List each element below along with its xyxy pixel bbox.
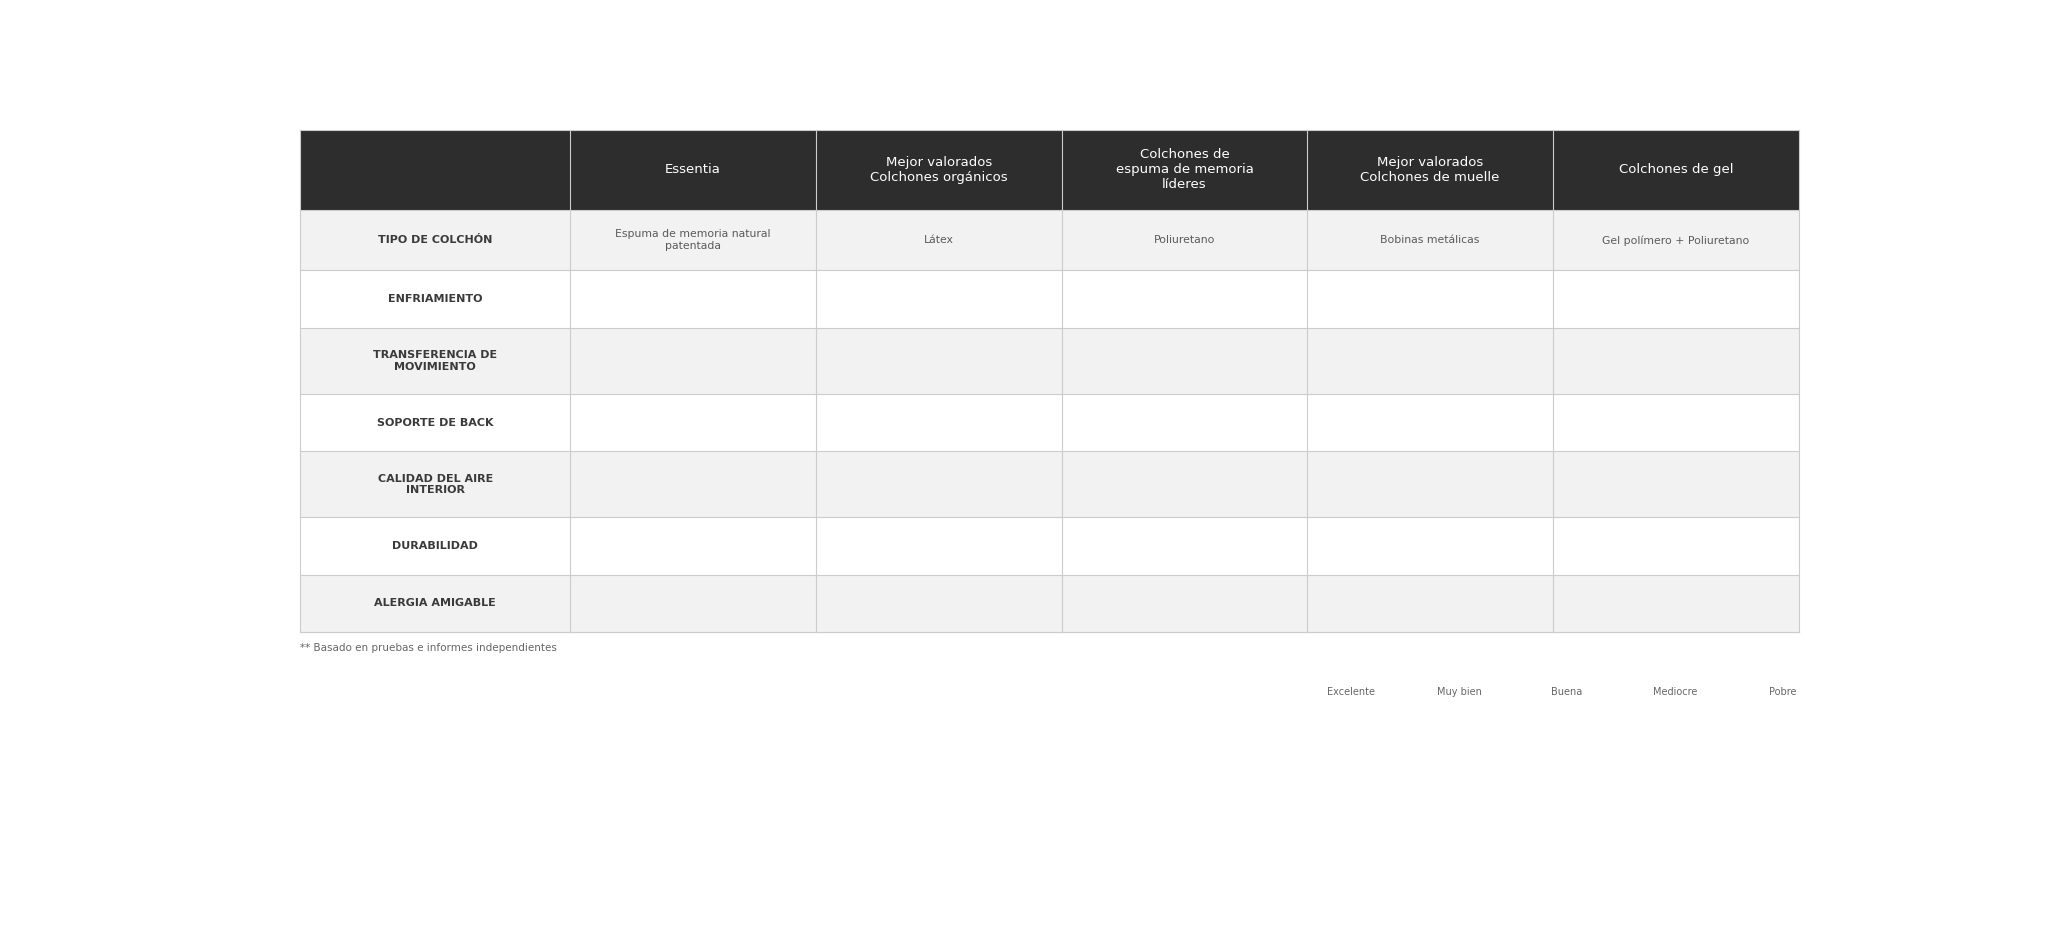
Text: DURABILIDAD: DURABILIDAD	[393, 541, 479, 551]
Text: TRANSFERENCIA DE
MOVIMIENTO: TRANSFERENCIA DE MOVIMIENTO	[373, 350, 498, 372]
Text: Mejor valorados
Colchones de muelle: Mejor valorados Colchones de muelle	[1360, 156, 1499, 184]
Bar	[301, 517, 1798, 575]
Text: Mediocre: Mediocre	[1653, 688, 1698, 697]
Text: ENFRIAMIENTO: ENFRIAMIENTO	[387, 295, 483, 304]
Bar	[301, 575, 1798, 632]
Text: Colchones de gel: Colchones de gel	[1618, 163, 1733, 176]
Bar	[301, 394, 1798, 451]
Text: CALIDAD DEL AIRE
INTERIOR: CALIDAD DEL AIRE INTERIOR	[377, 473, 494, 495]
Text: Espuma de memoria natural
patentada: Espuma de memoria natural patentada	[614, 229, 770, 251]
Text: Colchones de
espuma de memoria
líderes: Colchones de espuma de memoria líderes	[1116, 148, 1253, 191]
Text: ** Basado en pruebas e informes independientes: ** Basado en pruebas e informes independ…	[301, 643, 557, 653]
Text: Poliuretano: Poliuretano	[1153, 235, 1214, 245]
Text: Excelente: Excelente	[1327, 688, 1374, 697]
Bar	[301, 270, 1798, 328]
Text: Bobinas metálicas: Bobinas metálicas	[1380, 235, 1481, 245]
Text: Gel polímero + Poliuretano: Gel polímero + Poliuretano	[1602, 235, 1749, 245]
Text: Mejor valorados
Colchones orgánicos: Mejor valorados Colchones orgánicos	[870, 156, 1008, 184]
Bar	[301, 451, 1798, 517]
Text: Muy bien: Muy bien	[1436, 688, 1481, 697]
Bar	[301, 210, 1798, 270]
Bar	[301, 130, 1798, 210]
Bar	[301, 328, 1798, 394]
Text: Pobre: Pobre	[1769, 688, 1796, 697]
Text: ALERGIA AMIGABLE: ALERGIA AMIGABLE	[375, 598, 496, 609]
Text: Essentia: Essentia	[666, 163, 721, 176]
Text: TIPO DE COLCHÓN: TIPO DE COLCHÓN	[379, 235, 492, 245]
Text: Látex: Látex	[924, 235, 954, 245]
Text: SOPORTE DE BACK: SOPORTE DE BACK	[377, 418, 494, 428]
Text: Buena: Buena	[1552, 688, 1583, 697]
